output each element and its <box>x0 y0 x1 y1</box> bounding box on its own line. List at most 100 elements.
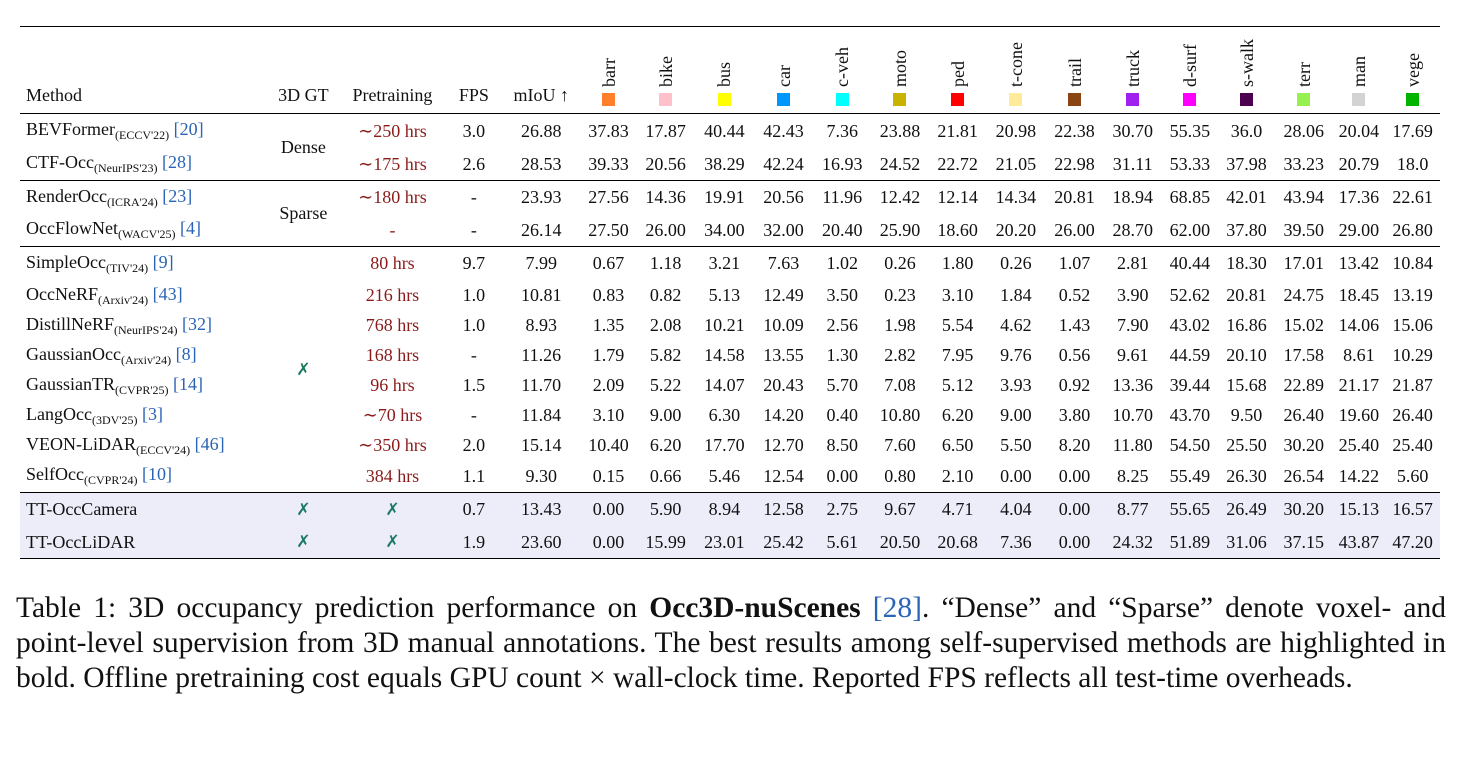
citation-link[interactable]: [14] <box>173 373 204 394</box>
header-class-bus: bus <box>695 27 754 114</box>
fps-cell: 1.0 <box>462 315 486 335</box>
method-venue: (Arxiv'24) <box>120 352 172 367</box>
fps-cell: 1.9 <box>462 531 486 552</box>
class-value-cell: 12.58 <box>763 499 804 520</box>
class-value-cell: 0.00 <box>826 465 859 486</box>
class-color-swatch <box>1183 93 1197 106</box>
class-value-cell: 12.54 <box>763 465 804 486</box>
class-value-cell: 5.13 <box>708 285 741 305</box>
class-value-cell: 21.05 <box>995 153 1037 174</box>
class-value-cell: 15.13 <box>1338 499 1380 520</box>
table-row: VEON-LiDAR(ECCV'24) [46] ∼350 hrs 2.0 15.14… <box>20 431 1440 461</box>
class-value-cell: 3.93 <box>1000 375 1032 395</box>
fps-cell: 1.1 <box>462 465 486 486</box>
miou-cell: 26.88 <box>520 120 562 141</box>
table-row: SelfOcc(CVPR'24) [10] 384 hrs 1.1 9.30 0.15 0… <box>20 461 1440 493</box>
header-class-car: car <box>754 27 814 114</box>
class-value-cell: 37.98 <box>1226 153 1267 174</box>
miou-cell: 10.81 <box>520 285 562 305</box>
class-value-cell: 39.44 <box>1169 375 1211 395</box>
pretraining-cell: ∼70 hrs <box>362 405 423 425</box>
class-value-cell: 20.04 <box>1338 120 1380 141</box>
citation-link[interactable]: [23] <box>162 185 193 206</box>
caption-dataset: Occ3D-nuScenes <box>649 592 861 624</box>
miou-cell: 26.14 <box>520 219 562 240</box>
pretraining-cell: ✗ <box>385 532 400 553</box>
method-name: LangOcc <box>26 403 92 424</box>
gt-cell: Sparse <box>279 203 328 223</box>
class-label: bus <box>714 61 735 87</box>
class-value-cell: 43.70 <box>1169 405 1211 425</box>
table-row: CTF-Occ(NeurIPS'23) [28] ∼175 hrs 2.6 28.53… <box>20 149 1440 181</box>
class-value-cell: 0.80 <box>884 465 916 486</box>
class-value-cell: 18.45 <box>1338 285 1380 305</box>
class-value-cell: 39.50 <box>1283 219 1324 240</box>
class-value-cell: 8.94 <box>708 499 741 520</box>
citation-link[interactable]: [9] <box>152 251 174 272</box>
class-value-cell: 23.01 <box>704 531 745 552</box>
class-value-cell: 5.82 <box>649 345 682 365</box>
class-value-cell: 13.42 <box>1338 253 1380 274</box>
table-row: LangOcc(3DV'25) [3] ∼70 hrs - 11.84 3.10 9.00… <box>20 401 1440 431</box>
fps-cell: 9.7 <box>462 253 486 274</box>
class-value-cell: 14.07 <box>704 375 745 395</box>
method-name: OccFlowNet <box>26 218 118 239</box>
class-value-cell: 0.23 <box>884 285 916 305</box>
class-value-cell: 7.08 <box>884 375 916 395</box>
citation-link[interactable]: [32] <box>182 313 213 334</box>
class-value-cell: 24.52 <box>879 153 921 174</box>
citation-link[interactable]: [28] <box>161 152 192 173</box>
caption-ref: [28] <box>872 592 922 624</box>
class-value-cell: 0.52 <box>1058 285 1091 305</box>
citation-link[interactable]: [43] <box>152 283 183 304</box>
caption-rest: . “Dense” and “Sparse” denote voxel- and… <box>16 592 1447 694</box>
citation-link[interactable]: [4] <box>179 218 201 239</box>
class-value-cell: 15.68 <box>1226 375 1267 395</box>
fps-cell: - <box>470 187 477 208</box>
class-label: vege <box>1402 53 1423 87</box>
class-value-cell: 9.00 <box>1000 405 1032 425</box>
class-value-cell: 1.80 <box>941 253 974 274</box>
class-value-cell: 12.70 <box>763 435 804 455</box>
method-name: GaussianTR <box>26 373 115 394</box>
method-name: TT-OccLiDAR <box>26 531 136 552</box>
class-value-cell: 18.60 <box>937 219 978 240</box>
citation-link[interactable]: [20] <box>173 119 204 140</box>
class-value-cell: 34.00 <box>704 219 745 240</box>
class-value-cell: 5.70 <box>826 375 859 395</box>
class-value-cell: 21.81 <box>937 120 978 141</box>
class-value-cell: 10.40 <box>588 435 629 455</box>
row-group-3: SimpleOcc(TIV'24) [9] ✗ 80 hrs 9.7 7.99 0.67 1… <box>20 247 1440 493</box>
class-value-cell: 7.60 <box>884 435 916 455</box>
header-class-bike: bike <box>636 27 695 114</box>
class-value-cell: 5.22 <box>649 375 682 395</box>
class-value-cell: 16.86 <box>1226 315 1267 335</box>
citation-link[interactable]: [46] <box>194 433 225 454</box>
method-name: RenderOcc <box>26 185 107 206</box>
class-value-cell: 53.33 <box>1169 153 1211 174</box>
class-value-cell: 17.01 <box>1283 253 1324 274</box>
pretraining-cell: ✗ <box>385 499 400 520</box>
pretraining-cell: ∼350 hrs <box>358 435 427 455</box>
miou-cell: 11.84 <box>521 405 562 425</box>
citation-link[interactable]: [3] <box>141 403 163 424</box>
class-value-cell: 43.87 <box>1338 531 1380 552</box>
table-row: SimpleOcc(TIV'24) [9] ✗ 80 hrs 9.7 7.99 0.67 1… <box>20 247 1440 380</box>
class-value-cell: 0.00 <box>592 499 625 520</box>
class-value-cell: 4.62 <box>1000 315 1032 335</box>
class-value-cell: 6.30 <box>708 405 741 425</box>
class-value-cell: 0.15 <box>592 465 625 486</box>
citation-link[interactable]: [8] <box>175 343 197 364</box>
method-name: SimpleOcc <box>26 251 106 272</box>
class-value-cell: 1.18 <box>649 253 682 274</box>
method-cell: LangOcc(3DV'25) [3] <box>20 401 268 431</box>
table-caption: Table 1: 3D occupancy prediction perform… <box>16 591 1446 696</box>
row-group-1: BEVFormer(ECCV'22) [20] Dense ∼250 hrs 3.0 2… <box>20 114 1440 181</box>
method-name: CTF-Occ <box>26 152 94 173</box>
method-venue: (ECCV'24) <box>136 442 191 457</box>
method-name: GaussianOcc <box>26 343 121 364</box>
class-value-cell: 25.50 <box>1226 435 1267 455</box>
class-value-cell: 0.82 <box>649 285 682 305</box>
class-value-cell: 5.90 <box>649 499 682 520</box>
citation-link[interactable]: [10] <box>142 464 172 485</box>
